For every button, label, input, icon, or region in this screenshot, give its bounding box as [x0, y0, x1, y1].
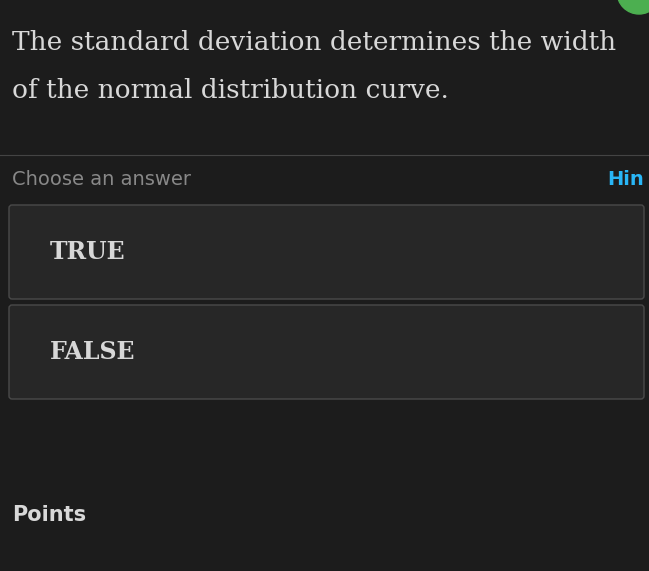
Text: Points: Points: [12, 505, 86, 525]
Circle shape: [617, 0, 649, 14]
FancyBboxPatch shape: [9, 205, 644, 299]
Text: of the normal distribution curve.: of the normal distribution curve.: [12, 78, 449, 103]
Text: Choose an answer: Choose an answer: [12, 170, 191, 189]
Text: Hin: Hin: [607, 170, 644, 189]
Text: FALSE: FALSE: [50, 340, 136, 364]
Text: The standard deviation determines the width: The standard deviation determines the wi…: [12, 30, 616, 55]
Text: TRUE: TRUE: [50, 240, 126, 264]
FancyBboxPatch shape: [9, 305, 644, 399]
